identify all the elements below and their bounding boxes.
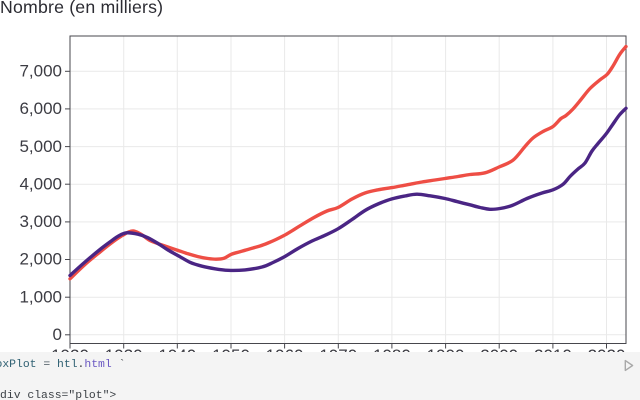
svg-text:0: 0 bbox=[53, 325, 62, 344]
svg-text:4,000: 4,000 bbox=[19, 174, 62, 193]
svg-text:3,000: 3,000 bbox=[19, 212, 62, 231]
svg-text:7,000: 7,000 bbox=[19, 62, 62, 81]
svg-text:6,000: 6,000 bbox=[19, 99, 62, 118]
svg-text:1,000: 1,000 bbox=[19, 287, 62, 306]
svg-text:5,000: 5,000 bbox=[19, 137, 62, 156]
svg-text:2,000: 2,000 bbox=[19, 250, 62, 269]
